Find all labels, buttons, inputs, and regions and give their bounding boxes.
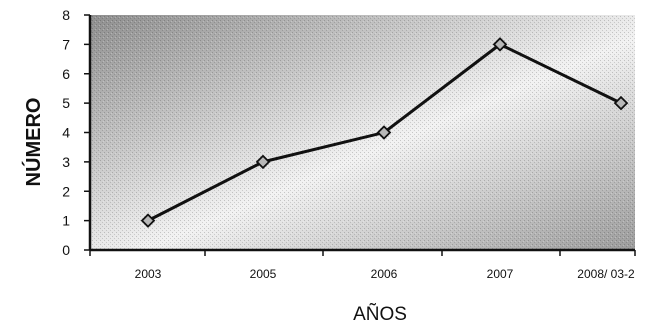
data-point-marker xyxy=(376,125,392,140)
y-tick-label: 6 xyxy=(62,66,70,82)
axes xyxy=(84,14,636,256)
x-tick-label: 2007 xyxy=(487,267,514,281)
y-tick-label: 5 xyxy=(62,95,70,111)
x-axis-title: AÑOS xyxy=(353,303,407,325)
plot-texture xyxy=(90,15,635,250)
y-tick-label: 4 xyxy=(62,125,70,141)
y-axis-title: NÚMERO xyxy=(21,98,45,187)
labels-layer: 0 1 2 3 4 5 6 7 8 2003 2005 2006 2007 2008/ 03-2 xyxy=(62,7,635,281)
y-tick-label: 8 xyxy=(62,7,70,23)
y-tick-label: 3 xyxy=(62,154,70,170)
y-tick-label: 7 xyxy=(62,36,70,52)
x-tick-label: 2005 xyxy=(250,267,277,281)
y-tick-label: 1 xyxy=(62,213,70,229)
x-tick-label: 2003 xyxy=(135,267,162,281)
data-point-marker xyxy=(140,213,156,228)
data-point-marker xyxy=(492,37,508,52)
y-tick-label: 0 xyxy=(62,242,70,258)
data-point-marker xyxy=(613,95,629,111)
series-layer xyxy=(140,37,629,228)
x-tick-label: 2006 xyxy=(371,267,398,281)
x-tick-label: 2008/ 03-2 xyxy=(577,267,635,281)
y-tick-label: 2 xyxy=(62,183,70,199)
data-point-marker xyxy=(255,154,271,170)
